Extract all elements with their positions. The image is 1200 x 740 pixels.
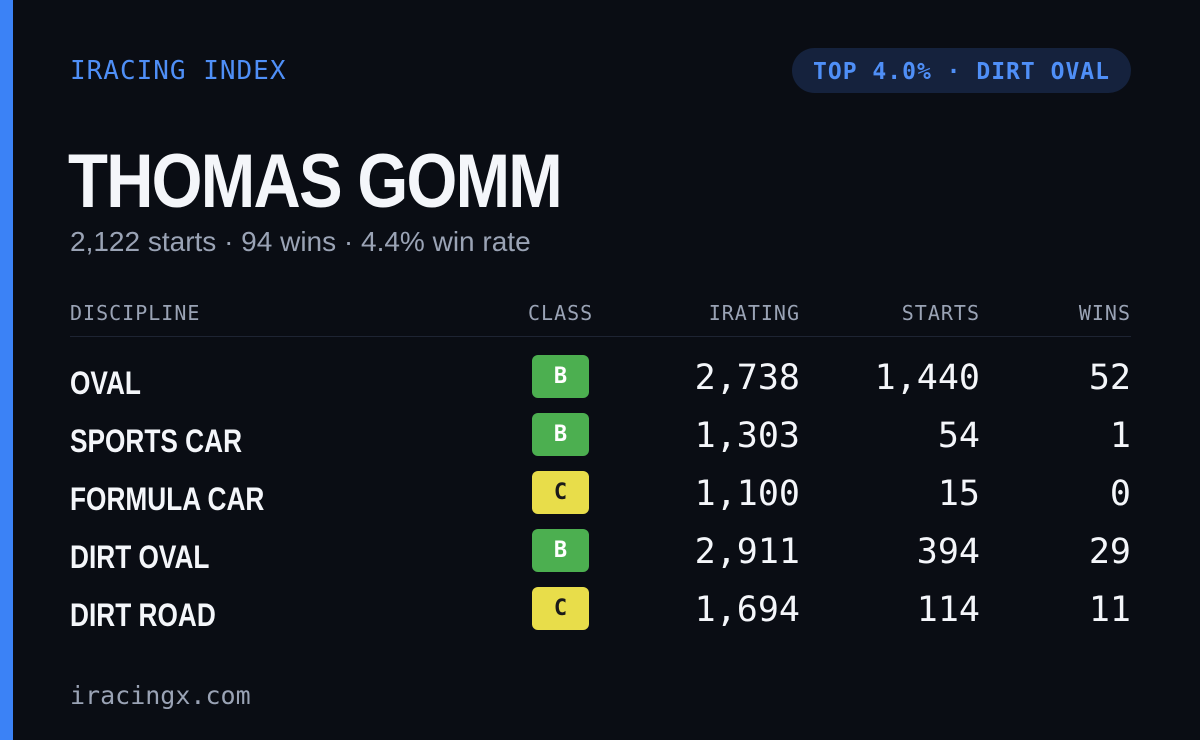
- table-row: FORMULA CAR C 1,100 15 0: [70, 471, 1131, 529]
- driver-name: THOMAS GOMM: [68, 139, 563, 224]
- class-badge: B: [532, 529, 589, 572]
- site-url: iracingx.com: [70, 681, 251, 710]
- wins-value: 11: [1088, 590, 1131, 630]
- table-row: OVAL B 2,738 1,440 52: [70, 355, 1131, 413]
- discipline-name: SPORTS CAR: [70, 423, 243, 459]
- starts-value: 394: [916, 532, 980, 572]
- irating-value: 1,100: [694, 474, 800, 514]
- discipline-table: DISCIPLINE CLASS IRATING STARTS WINS OVA…: [70, 296, 1131, 645]
- header-class: CLASS: [528, 301, 594, 325]
- table-row: DIRT ROAD C 1,694 114 11: [70, 587, 1131, 645]
- header-irating: IRATING: [708, 301, 800, 325]
- wins-value: 1: [1109, 416, 1131, 456]
- wins-value: 29: [1088, 532, 1131, 572]
- header-wins: WINS: [1078, 301, 1131, 325]
- irating-value: 2,738: [694, 358, 800, 398]
- table-row: SPORTS CAR B 1,303 54 1: [70, 413, 1131, 471]
- driver-summary: 2,122 starts · 94 wins · 4.4% win rate: [70, 226, 531, 257]
- wins-value: 52: [1088, 358, 1131, 398]
- brand-label: IRACING INDEX: [70, 56, 287, 86]
- table-body: OVAL B 2,738 1,440 52 SPORTS CAR B 1,303…: [70, 355, 1131, 645]
- starts-value: 1,440: [874, 358, 980, 398]
- rank-badge: TOP 4.0% · DIRT OVAL: [792, 48, 1131, 93]
- header-starts: STARTS: [901, 301, 980, 325]
- discipline-name: OVAL: [70, 365, 141, 401]
- wins-value: 0: [1109, 474, 1131, 514]
- accent-bar: [0, 0, 13, 740]
- table-row: DIRT OVAL B 2,911 394 29: [70, 529, 1131, 587]
- table-header: DISCIPLINE CLASS IRATING STARTS WINS: [70, 296, 1131, 337]
- class-badge: C: [532, 587, 589, 630]
- discipline-name: FORMULA CAR: [70, 481, 265, 517]
- irating-value: 1,694: [694, 590, 800, 630]
- class-badge: B: [532, 355, 589, 398]
- irating-value: 1,303: [694, 416, 800, 456]
- class-badge: C: [532, 471, 589, 514]
- class-badge: B: [532, 413, 589, 456]
- header-discipline: DISCIPLINE: [70, 301, 201, 325]
- discipline-name: DIRT OVAL: [70, 539, 210, 575]
- irating-value: 2,911: [694, 532, 800, 572]
- starts-value: 114: [916, 590, 980, 630]
- discipline-name: DIRT ROAD: [70, 597, 216, 633]
- starts-value: 54: [937, 416, 980, 456]
- starts-value: 15: [937, 474, 980, 514]
